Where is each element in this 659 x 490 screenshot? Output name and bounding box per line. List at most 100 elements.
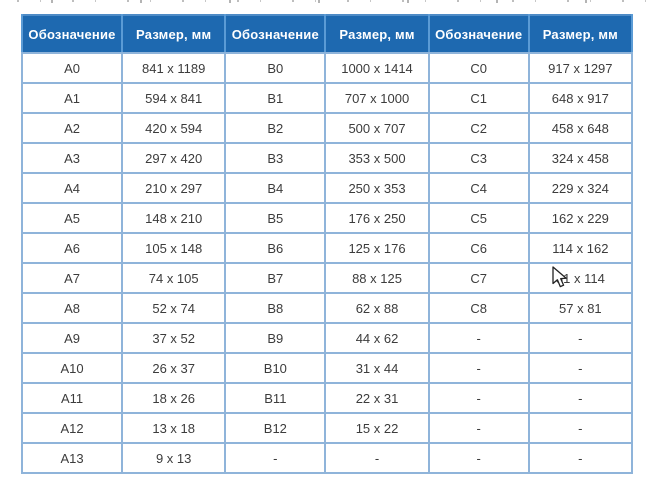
cell-size: 18 x 26 bbox=[121, 382, 227, 414]
cell-designation: - bbox=[427, 412, 530, 444]
cell-designation: A4 bbox=[20, 172, 124, 204]
table-row: A1 594 x 841 B1 707 x 1000 C1 648 x 917 bbox=[20, 82, 634, 114]
cell-designation: A0 bbox=[20, 52, 124, 84]
cell-size: - bbox=[527, 442, 634, 474]
cell-designation: B6 bbox=[224, 232, 327, 264]
table-row: A8 52 x 74 B8 62 x 88 C8 57 x 81 bbox=[20, 292, 634, 324]
cell-designation: C4 bbox=[427, 172, 530, 204]
cell-designation: B5 bbox=[224, 202, 327, 234]
col-header-designation: Обозначение bbox=[20, 15, 124, 54]
table-row: A5 148 x 210 B5 176 x 250 C5 162 x 229 bbox=[20, 202, 634, 234]
cell-designation: C8 bbox=[427, 292, 530, 324]
cell-designation: A7 bbox=[20, 262, 124, 294]
cell-designation: B12 bbox=[224, 412, 327, 444]
cell-designation: C3 bbox=[427, 142, 530, 174]
cell-size: 648 x 917 bbox=[527, 82, 634, 114]
cell-size: 841 x 1189 bbox=[121, 52, 227, 84]
cell-designation: C7 bbox=[427, 262, 530, 294]
cell-size: 162 x 229 bbox=[527, 202, 634, 234]
cell-designation: A3 bbox=[20, 142, 124, 174]
cell-designation: C0 bbox=[427, 52, 530, 84]
cell-size: 88 x 125 bbox=[324, 262, 430, 294]
cell-designation: - bbox=[427, 352, 530, 384]
cell-designation: A2 bbox=[20, 112, 124, 144]
cell-designation: - bbox=[427, 442, 530, 474]
col-header-size: Размер, мм bbox=[121, 15, 227, 54]
cell-size: 81 x 114 bbox=[527, 262, 634, 294]
table-body: A0 841 x 1189 B0 1000 x 1414 C0 917 x 1297 A1 5… bbox=[20, 52, 634, 474]
col-header-designation: Обозначение bbox=[427, 15, 530, 54]
cell-size: 917 x 1297 bbox=[527, 52, 634, 84]
cell-size: 44 x 62 bbox=[324, 322, 430, 354]
cell-size: 420 x 594 bbox=[121, 112, 227, 144]
cell-designation: B7 bbox=[224, 262, 327, 294]
cell-size: - bbox=[527, 412, 634, 444]
cell-designation: A9 bbox=[20, 322, 124, 354]
cell-size: 353 x 500 bbox=[324, 142, 430, 174]
table-row: A7 74 x 105 B7 88 x 125 C7 81 x 114 bbox=[20, 262, 634, 294]
cell-designation: A8 bbox=[20, 292, 124, 324]
cell-designation: B8 bbox=[224, 292, 327, 324]
cell-designation: B9 bbox=[224, 322, 327, 354]
cell-designation: B4 bbox=[224, 172, 327, 204]
cell-size: 37 x 52 bbox=[121, 322, 227, 354]
cell-designation: A1 bbox=[20, 82, 124, 114]
cell-designation: C1 bbox=[427, 82, 530, 114]
cell-size: 13 x 18 bbox=[121, 412, 227, 444]
cell-designation: B10 bbox=[224, 352, 327, 384]
table-row: A11 18 x 26 B11 22 x 31- - bbox=[20, 382, 634, 414]
col-header-size: Размер, мм bbox=[527, 15, 634, 54]
cell-size: 297 x 420 bbox=[121, 142, 227, 174]
cell-size: 22 x 31 bbox=[324, 382, 430, 414]
col-header-size: Размер, мм bbox=[324, 15, 430, 54]
paper-sizes-table: Обозначение Размер, мм Обозначение Размер, … bbox=[20, 14, 634, 474]
table-row: A6 105 x 148 B6 125 x 176 C6 114 x 162 bbox=[20, 232, 634, 264]
cell-size: - bbox=[527, 382, 634, 414]
cell-size: 458 x 648 bbox=[527, 112, 634, 144]
cell-designation: A10 bbox=[20, 352, 124, 384]
header-row: Обозначение Размер, мм Обозначение Размер, … bbox=[20, 15, 634, 54]
cell-designation: B11 bbox=[224, 382, 327, 414]
cell-size: 62 x 88 bbox=[324, 292, 430, 324]
cell-size: 1000 x 1414 bbox=[324, 52, 430, 84]
cell-size: - bbox=[324, 442, 430, 474]
table-row: A12 13 x 18 B12 15 x 22- - bbox=[20, 412, 634, 444]
cell-designation: C6 bbox=[427, 232, 530, 264]
cell-size: 15 x 22 bbox=[324, 412, 430, 444]
cell-designation: B1 bbox=[224, 82, 327, 114]
cell-size: 114 x 162 bbox=[527, 232, 634, 264]
cell-designation: A13 bbox=[20, 442, 124, 474]
cell-size: 707 x 1000 bbox=[324, 82, 430, 114]
cell-size: 210 x 297 bbox=[121, 172, 227, 204]
table-row: A3 297 x 420 B3 353 x 500 C3 324 x 458 bbox=[20, 142, 634, 174]
cell-size: - bbox=[527, 322, 634, 354]
cell-size: 229 x 324 bbox=[527, 172, 634, 204]
cell-size: 52 x 74 bbox=[121, 292, 227, 324]
cell-size: 250 x 353 bbox=[324, 172, 430, 204]
table-row: A13 9 x 13- - - - bbox=[20, 442, 634, 474]
cell-size: - bbox=[527, 352, 634, 384]
table-row: A4 210 x 297 B4 250 x 353 C4 229 x 324 bbox=[20, 172, 634, 204]
cell-designation: C5 bbox=[427, 202, 530, 234]
cell-designation: - bbox=[427, 382, 530, 414]
cell-size: 9 x 13 bbox=[121, 442, 227, 474]
cell-designation: A6 bbox=[20, 232, 124, 264]
table-row: A2 420 x 594 B2 500 x 707 C2 458 x 648 bbox=[20, 112, 634, 144]
cell-designation: A12 bbox=[20, 412, 124, 444]
col-header-designation: Обозначение bbox=[224, 15, 327, 54]
cell-size: 105 x 148 bbox=[121, 232, 227, 264]
cell-size: 125 x 176 bbox=[324, 232, 430, 264]
table-row: A10 26 x 37 B10 31 x 44- - bbox=[20, 352, 634, 384]
cell-size: 176 x 250 bbox=[324, 202, 430, 234]
cell-designation: A5 bbox=[20, 202, 124, 234]
cropped-text-fragments bbox=[4, 0, 655, 4]
cell-size: 324 x 458 bbox=[527, 142, 634, 174]
cell-designation: - bbox=[224, 442, 327, 474]
cell-designation: B3 bbox=[224, 142, 327, 174]
cell-designation: - bbox=[427, 322, 530, 354]
cell-designation: B0 bbox=[224, 52, 327, 84]
cell-size: 500 x 707 bbox=[324, 112, 430, 144]
cell-size: 74 x 105 bbox=[121, 262, 227, 294]
cell-designation: A11 bbox=[20, 382, 124, 414]
